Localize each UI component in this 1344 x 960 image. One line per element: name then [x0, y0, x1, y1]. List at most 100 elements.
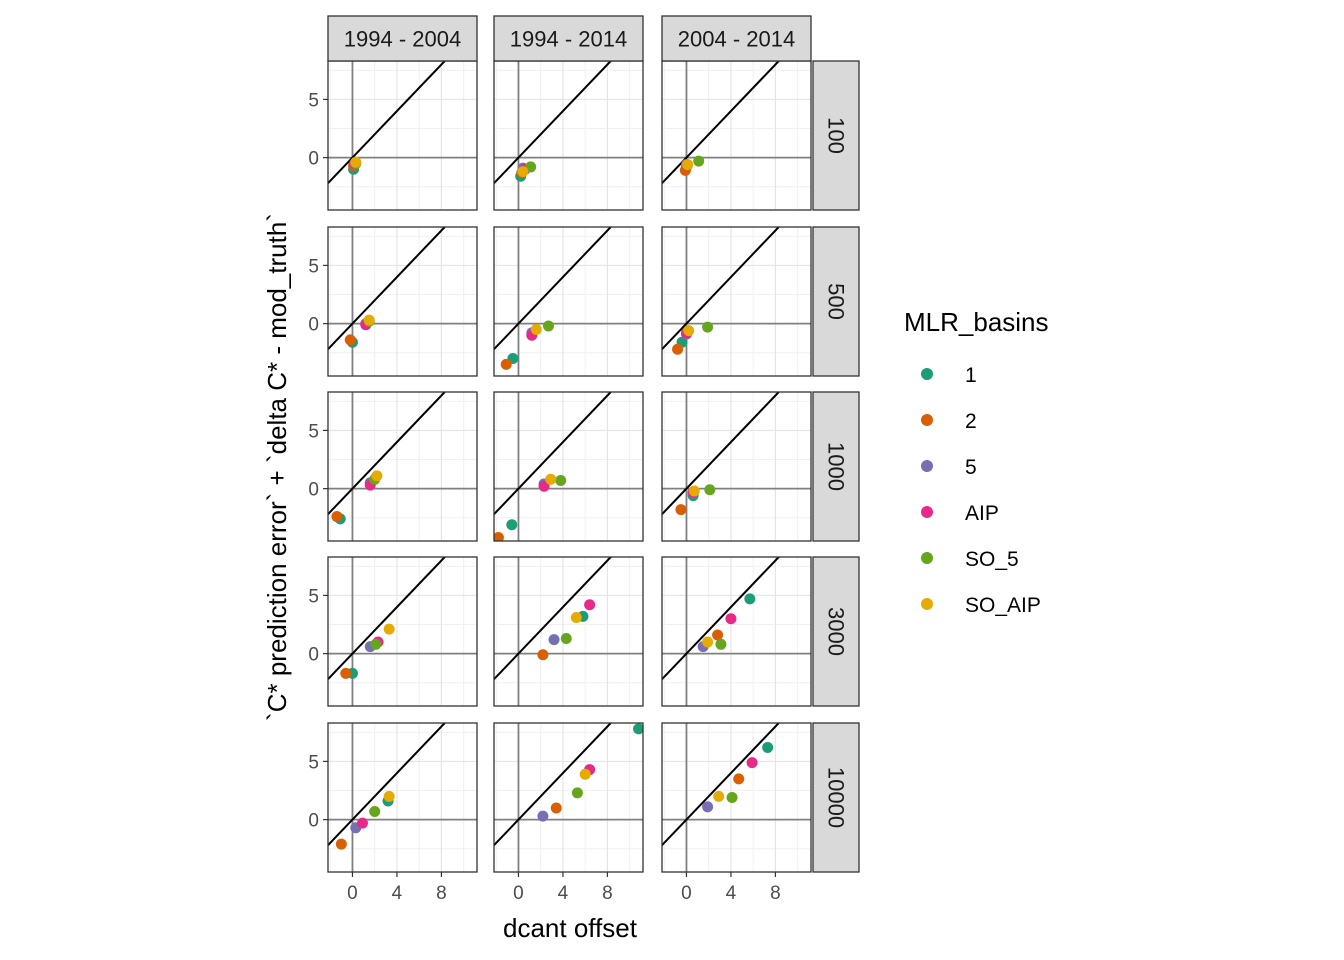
- point-basin-SO_AIP: [350, 156, 362, 168]
- panel-background: [328, 557, 477, 706]
- y-tick-label: 0: [308, 645, 319, 666]
- identity-line: [662, 723, 780, 846]
- x-tick-label: 0: [681, 883, 692, 904]
- point-basin-1: [506, 519, 518, 531]
- legend-label: SO_AIP: [965, 594, 1041, 617]
- legend-label: 5: [965, 456, 977, 479]
- point-basin-SO_AIP: [530, 323, 542, 335]
- point-basin-SO_5: [560, 632, 572, 644]
- point-basin-2: [675, 504, 687, 516]
- row-strip: [812, 226, 860, 377]
- panel-border: [493, 722, 644, 873]
- row-strip: [812, 556, 860, 707]
- point-basin-2: [331, 511, 343, 523]
- identity-line: [662, 392, 780, 515]
- panel-background: [328, 392, 477, 541]
- panel-border: [327, 391, 478, 542]
- panel-background: [328, 61, 477, 210]
- panel-1994-2014-1000: [493, 391, 644, 542]
- y-tick-label: 5: [308, 752, 319, 773]
- panel-border: [493, 391, 644, 542]
- panel-1994-2014-3000: [493, 556, 644, 707]
- points: [344, 314, 375, 348]
- panel-background: [662, 392, 811, 541]
- x-tick-label: 4: [558, 883, 569, 904]
- identity-line: [328, 392, 446, 515]
- legend-title: MLR_basins: [904, 307, 1049, 337]
- point-basin-2: [712, 629, 724, 641]
- legend-key-SO_5: [921, 552, 933, 564]
- points: [331, 470, 383, 525]
- point-basin-1: [762, 741, 774, 753]
- point-basin-AIP: [746, 757, 758, 769]
- points: [702, 741, 774, 813]
- panel-background: [494, 557, 643, 706]
- identity-line: [662, 557, 780, 680]
- panel-border: [661, 722, 812, 873]
- point-basin-2: [733, 773, 745, 785]
- legend-label: 1: [965, 364, 977, 387]
- point-basin-SO_AIP: [683, 325, 695, 337]
- point-basin-SO_5: [715, 638, 727, 650]
- col-strip-label: 1994 - 2004: [344, 27, 461, 52]
- identity-line: [328, 61, 446, 184]
- identity-line: [494, 61, 612, 184]
- panel-1994-2014-100: [493, 60, 644, 211]
- y-tick-label: 5: [308, 421, 319, 442]
- point-basin-SO_5: [571, 787, 583, 799]
- panel-border: [661, 226, 812, 377]
- reference-lines: [494, 61, 643, 210]
- point-basin-AIP: [725, 613, 737, 625]
- panel-background: [662, 61, 811, 210]
- legend-label: SO_5: [965, 548, 1019, 571]
- identity-line: [328, 227, 446, 350]
- legend-label: 2: [965, 410, 977, 433]
- point-basin-SO_AIP: [570, 612, 582, 624]
- row-strip-label: 10000: [824, 767, 849, 828]
- point-basin-SO_AIP: [682, 159, 694, 171]
- panel-border: [661, 556, 812, 707]
- panel-border: [327, 722, 478, 873]
- identity-line: [328, 557, 446, 680]
- point-basin-2: [672, 343, 684, 355]
- panel-background: [494, 392, 643, 541]
- points: [494, 473, 567, 541]
- y-tick-label: 5: [308, 586, 319, 607]
- y-axis-title: `C* prediction error` + `delta C* - mod_…: [262, 213, 292, 721]
- identity-line: [494, 392, 612, 515]
- point-basin-2: [335, 838, 347, 850]
- ticks-layer: 0 5 0 5 0 5 0 5 0 5 0 4 8 0 4 8 0 4 8: [308, 90, 780, 904]
- point-basin-AIP: [584, 599, 596, 611]
- panel-2004-2014-100: [661, 60, 812, 211]
- row-strip-label: 100: [824, 117, 849, 154]
- legend-items: 1 2 5 AIP SO_5 SO_AIP: [921, 364, 1041, 617]
- panel-2004-2014-1000: [661, 391, 812, 542]
- point-basin-SO_5: [370, 638, 382, 650]
- point-basin-SO_AIP: [371, 470, 383, 482]
- point-basin-SO_AIP: [545, 473, 557, 485]
- y-tick-label: 5: [308, 256, 319, 277]
- panel-1994-2004-100: [327, 60, 478, 211]
- reference-lines: [328, 61, 477, 210]
- legend-label: AIP: [965, 502, 999, 525]
- legend-key-1: [921, 368, 933, 380]
- point-basin-2: [500, 358, 512, 370]
- panel-background: [328, 723, 477, 872]
- point-basin-SO_AIP: [363, 314, 375, 326]
- panel-background: [662, 227, 811, 376]
- panel-border: [493, 556, 644, 707]
- point-basin-AIP: [356, 817, 368, 829]
- col-strip-label: 1994 - 2014: [510, 27, 627, 52]
- panel-2004-2014-3000: [661, 556, 812, 707]
- panel-2004-2014-500: [661, 226, 812, 377]
- y-tick-label: 0: [308, 149, 319, 170]
- points: [348, 156, 362, 175]
- y-tick-label: 5: [308, 90, 319, 111]
- panels-layer: [327, 60, 812, 873]
- reference-lines: [494, 557, 643, 706]
- identity-line: [494, 723, 612, 846]
- points: [537, 599, 596, 661]
- y-tick-label: 0: [308, 811, 319, 832]
- point-basin-SO_5: [542, 320, 554, 332]
- point-basin-2: [550, 802, 562, 814]
